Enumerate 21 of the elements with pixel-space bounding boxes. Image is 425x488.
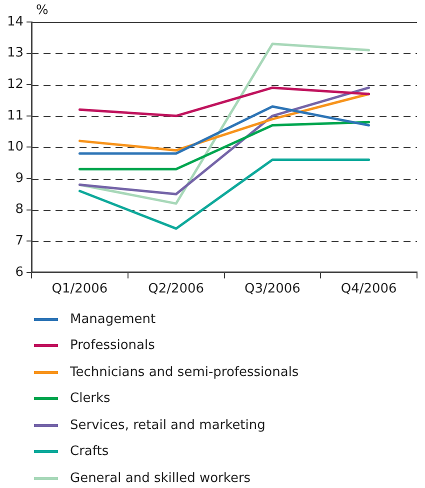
- y-tick-label: 9: [15, 170, 24, 186]
- y-tick-label: 13: [6, 46, 24, 61]
- y-tick-label: 12: [6, 76, 24, 92]
- legend-label: Professionals: [70, 338, 155, 354]
- legend-label: Services, retail and marketing: [70, 418, 266, 433]
- legend-label: Management: [70, 312, 156, 327]
- y-tick-label: 11: [6, 108, 24, 124]
- y-tick-label: 10: [6, 140, 24, 155]
- x-tick-label: Q4/2006: [340, 282, 397, 297]
- x-tick-label: Q1/2006: [52, 282, 108, 297]
- y-tick-label: 8: [15, 202, 24, 218]
- legend-label: General and skilled workers: [70, 470, 251, 486]
- legend-label: Crafts: [70, 444, 109, 460]
- x-tick-label: Q3/2006: [244, 282, 300, 297]
- y-tick-label: 6: [15, 264, 24, 280]
- legend-label: Clerks: [70, 391, 110, 406]
- y-tick-label: 14: [6, 14, 24, 30]
- x-tick-label: Q2/2006: [148, 282, 204, 297]
- legend-label: Technicians and semi-professionals: [70, 364, 299, 380]
- y-tick-label: 7: [15, 233, 24, 248]
- y-axis-title: %: [36, 2, 48, 18]
